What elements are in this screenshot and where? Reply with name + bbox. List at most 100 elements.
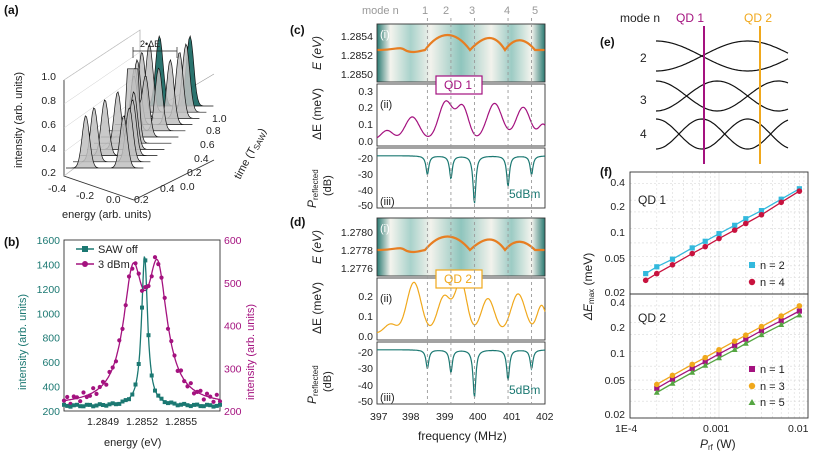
c-mode-numbers: 1 2 3 4 5 [422, 5, 538, 17]
b-ytick-right-2: 400 [224, 321, 242, 333]
b-point-3dbm-30 [159, 275, 164, 280]
b-point-3dbm-5 [78, 399, 83, 404]
f-ylabel: ΔEmax (meV) [581, 253, 596, 321]
b-point-3dbm-39 [188, 381, 193, 386]
b-point-3dbm-31 [162, 295, 167, 300]
a-ytick-2: 0.6 [41, 119, 56, 131]
f-bottom-tick-0: 0.4 [610, 297, 625, 309]
f-bottom-title: QD 2 [638, 311, 666, 325]
b-point-saw-off-2 [68, 404, 73, 409]
panel-e: (e) mode n QD 1 QD 2 2 3 4 [600, 11, 789, 164]
f-bot-plot-point-0-6 [743, 336, 749, 342]
b-point-3dbm-15 [110, 365, 115, 370]
b-point-saw-off-4 [75, 402, 79, 407]
b-point-saw-off-30 [159, 396, 164, 401]
b-ytick-right-1: 300 [224, 363, 242, 375]
a-xlabel: energy (arb. units) [62, 209, 151, 221]
f-top-plot-point-0-4 [702, 238, 708, 244]
f-bot-plot-point-1-4 [716, 346, 722, 353]
f-bot-plot-point-1-8 [778, 313, 785, 319]
panel-b: (b) 200 400 600 800 1000 1200 1400 1600 200 300 4… [4, 235, 257, 449]
c-sub-i: (i) [380, 29, 390, 41]
d-ylabel-iii: Preflected [305, 365, 320, 404]
f-bot-plot-point-1-5 [731, 338, 738, 344]
a-zlabel: time (TSAW) [232, 126, 270, 181]
panel-c: (c) mode n 1 2 3 4 5 (i) (ii) QD 1 (iii)… [290, 5, 546, 212]
b-left-ticks: 200 400 600 800 1000 1200 1400 1600 [37, 235, 61, 418]
f-top-plot-point-1-5 [716, 235, 722, 242]
c-ylabel-iii: Preflected [305, 169, 320, 208]
d-tick-ii-0: 0.2 [358, 291, 373, 303]
b-point-saw-off-28 [153, 388, 157, 393]
b-point-3dbm-16 [113, 359, 119, 364]
f-top-tick-0: 0.4 [610, 177, 625, 189]
f-top-plot-point-1-7 [742, 220, 749, 227]
f-top-plot-point-0-5 [716, 231, 722, 237]
f-bot-plot-point-2-5 [731, 346, 738, 352]
b-point-3dbm-42 [198, 388, 203, 393]
b-point-3dbm-23 [136, 271, 141, 276]
c-tick-ii-2: 0.1 [358, 119, 373, 131]
d-map [377, 218, 545, 276]
f-bot-plot-point-2-9 [796, 311, 803, 318]
panel-a-label: (a) [4, 3, 19, 17]
f-bot-plot-point-0-8 [778, 318, 784, 324]
b-xtick-2: 1.2855 [165, 416, 197, 428]
b-point-saw-off-3 [71, 403, 76, 408]
b-point-3dbm-6 [81, 390, 86, 395]
c-tick-ii-0: 0.3 [358, 86, 373, 98]
f-bottom-tick-4: 0.02 [605, 409, 626, 421]
c-ylabel-ii: ΔE (meV) [310, 88, 324, 140]
b-point-saw-off-45 [208, 403, 213, 408]
f-bot-plot-point-2-6 [742, 340, 749, 346]
b-point-3dbm-12 [100, 379, 106, 384]
f-top-tick-1: 0.2 [610, 201, 625, 213]
f-top-plot-point-0-6 [732, 222, 738, 228]
f-xlabel: Prf (W) [700, 437, 736, 452]
f-bottom-legend-marker-1 [748, 382, 756, 390]
d-x-ticks: 397 398 399 400 401 402 [370, 411, 554, 423]
f-top-legend-0: n = 2 [760, 260, 785, 272]
f-xtick-2: 0.01 [788, 423, 809, 435]
d-tick-i-1: 1.2778 [341, 245, 373, 257]
b-point-3dbm-18 [120, 326, 125, 331]
c-tick-i-0: 1.2854 [341, 31, 373, 43]
b-point-saw-off-48 [218, 402, 222, 407]
a-grid-line-0 [63, 29, 141, 81]
b-point-saw-off-36 [179, 402, 183, 407]
b-point-3dbm-38 [185, 384, 190, 389]
f-top-tick-3: 0.05 [605, 253, 626, 265]
c-sub-ii: (ii) [380, 99, 392, 111]
b-legend-marker-1 [82, 261, 88, 267]
b-legend-1: 3 dBm [98, 259, 130, 271]
d-sub-ii: (ii) [380, 293, 392, 305]
f-bottom-frame [629, 293, 809, 419]
b-point-3dbm-33 [169, 339, 174, 344]
f-top-plot-point-1-3 [689, 250, 696, 257]
b-point-3dbm-32 [165, 326, 171, 331]
b-point-saw-off-21 [130, 392, 135, 397]
e-mode-2: 2 [640, 51, 647, 65]
d-xlabel: frequency (MHz) [418, 429, 507, 443]
f-top-plot-point-0-0 [643, 271, 649, 277]
f-bot-plot-point-2-3 [702, 362, 709, 368]
f-bot-plot-line-0 [656, 310, 800, 389]
f-top-plot-point-1-9 [778, 199, 785, 206]
b-point-saw-off-32 [166, 401, 170, 406]
a-xtick-2: 0.0 [106, 194, 121, 206]
f-top-plot-point-0-7 [743, 216, 749, 222]
f-bottom-legend-0: n = 1 [760, 364, 785, 376]
b-legend-0: SAW off [98, 244, 139, 256]
a-trace-0 [66, 115, 144, 169]
f-top-plot [642, 186, 803, 284]
b-point-saw-off-44 [205, 402, 209, 407]
d-ylabel-iii-unit: (dB) [322, 371, 334, 392]
b-point-3dbm-8 [87, 393, 93, 398]
b-ytick-left-0: 200 [42, 406, 60, 418]
f-bot-plot-point-1-1 [669, 372, 676, 379]
b-point-saw-off-0 [62, 402, 66, 407]
b-ytick-left-5: 1200 [37, 284, 61, 296]
b-point-saw-off-42 [198, 404, 203, 409]
b-point-saw-off-31 [162, 400, 167, 405]
b-point-saw-off-43 [201, 404, 206, 409]
